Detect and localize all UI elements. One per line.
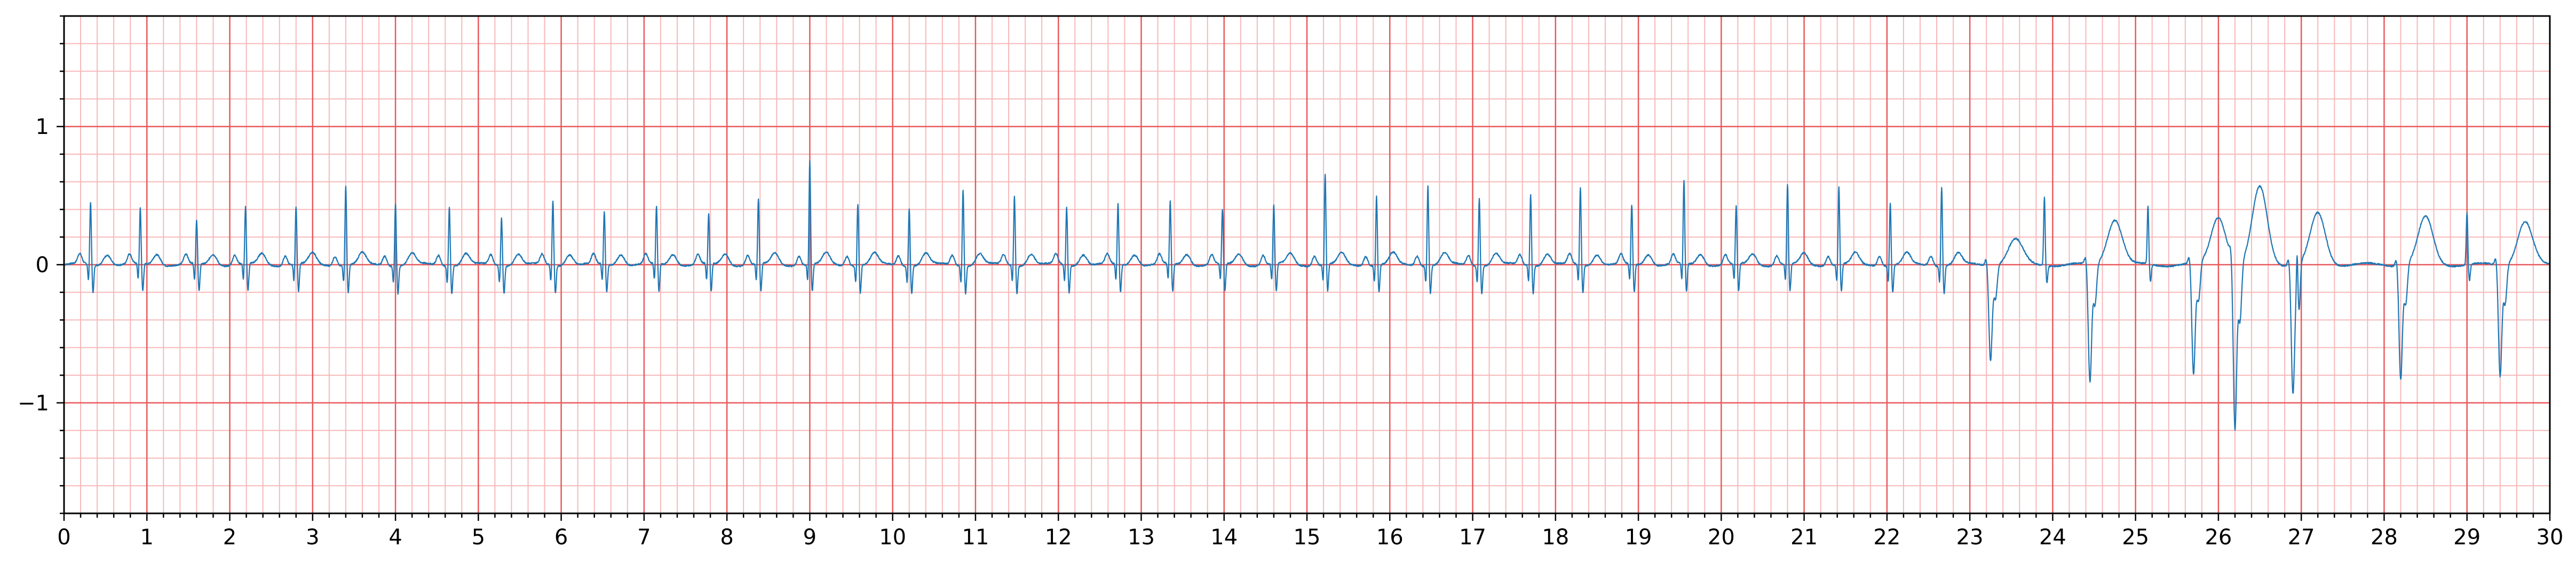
x-tick-label: 17 (1459, 525, 1486, 550)
x-tick-label: 21 (1790, 525, 1818, 550)
x-tick-label: 7 (637, 525, 651, 550)
y-tick-label: 1 (36, 115, 49, 139)
x-tick-label: 2 (223, 525, 236, 550)
x-tick-label: 25 (2122, 525, 2149, 550)
x-tick-label: 20 (1708, 525, 1735, 550)
x-tick-label: 28 (2371, 525, 2398, 550)
x-tick-label: 12 (1045, 525, 1072, 550)
x-tick-label: 22 (1873, 525, 1900, 550)
x-tick-label: 29 (2453, 525, 2480, 550)
x-tick-label: 13 (1128, 525, 1155, 550)
x-tick-label: 1 (140, 525, 154, 550)
x-tick-label: 23 (1956, 525, 1984, 550)
x-tick-label: 27 (2288, 525, 2315, 550)
x-tick-label: 10 (879, 525, 906, 550)
x-tick-label: 24 (2039, 525, 2066, 550)
x-tick-label: 16 (1376, 525, 1404, 550)
x-tick-label: 6 (554, 525, 568, 550)
x-tick-label: 19 (1625, 525, 1652, 550)
x-tick-label: 0 (57, 525, 70, 550)
x-tick-label: 11 (962, 525, 989, 550)
x-tick-label: 4 (389, 525, 402, 550)
x-tick-label: 26 (2205, 525, 2232, 550)
x-tick-label: 3 (306, 525, 319, 550)
x-tick-label: 18 (1542, 525, 1569, 550)
major-grid (63, 16, 2551, 513)
x-tick-label: 5 (472, 525, 485, 550)
y-tick-label: 0 (36, 253, 49, 277)
ecg-trace-line (64, 160, 2551, 431)
y-tick-label: −1 (18, 391, 49, 416)
x-tick-label: 9 (803, 525, 817, 550)
x-tick-label: 14 (1210, 525, 1238, 550)
ecg-trace-layer (64, 160, 2551, 431)
y-axis: 1 0 −1 (18, 15, 64, 514)
x-tick-label: 30 (2537, 525, 2564, 550)
x-axis: 0 1 2 3 4 5 6 7 8 9 10 11 12 13 14 15 16 17 18 19 20 21 22 23 24… (57, 513, 2563, 550)
x-tick-label: 15 (1294, 525, 1321, 550)
x-tick-label: 8 (720, 525, 733, 550)
